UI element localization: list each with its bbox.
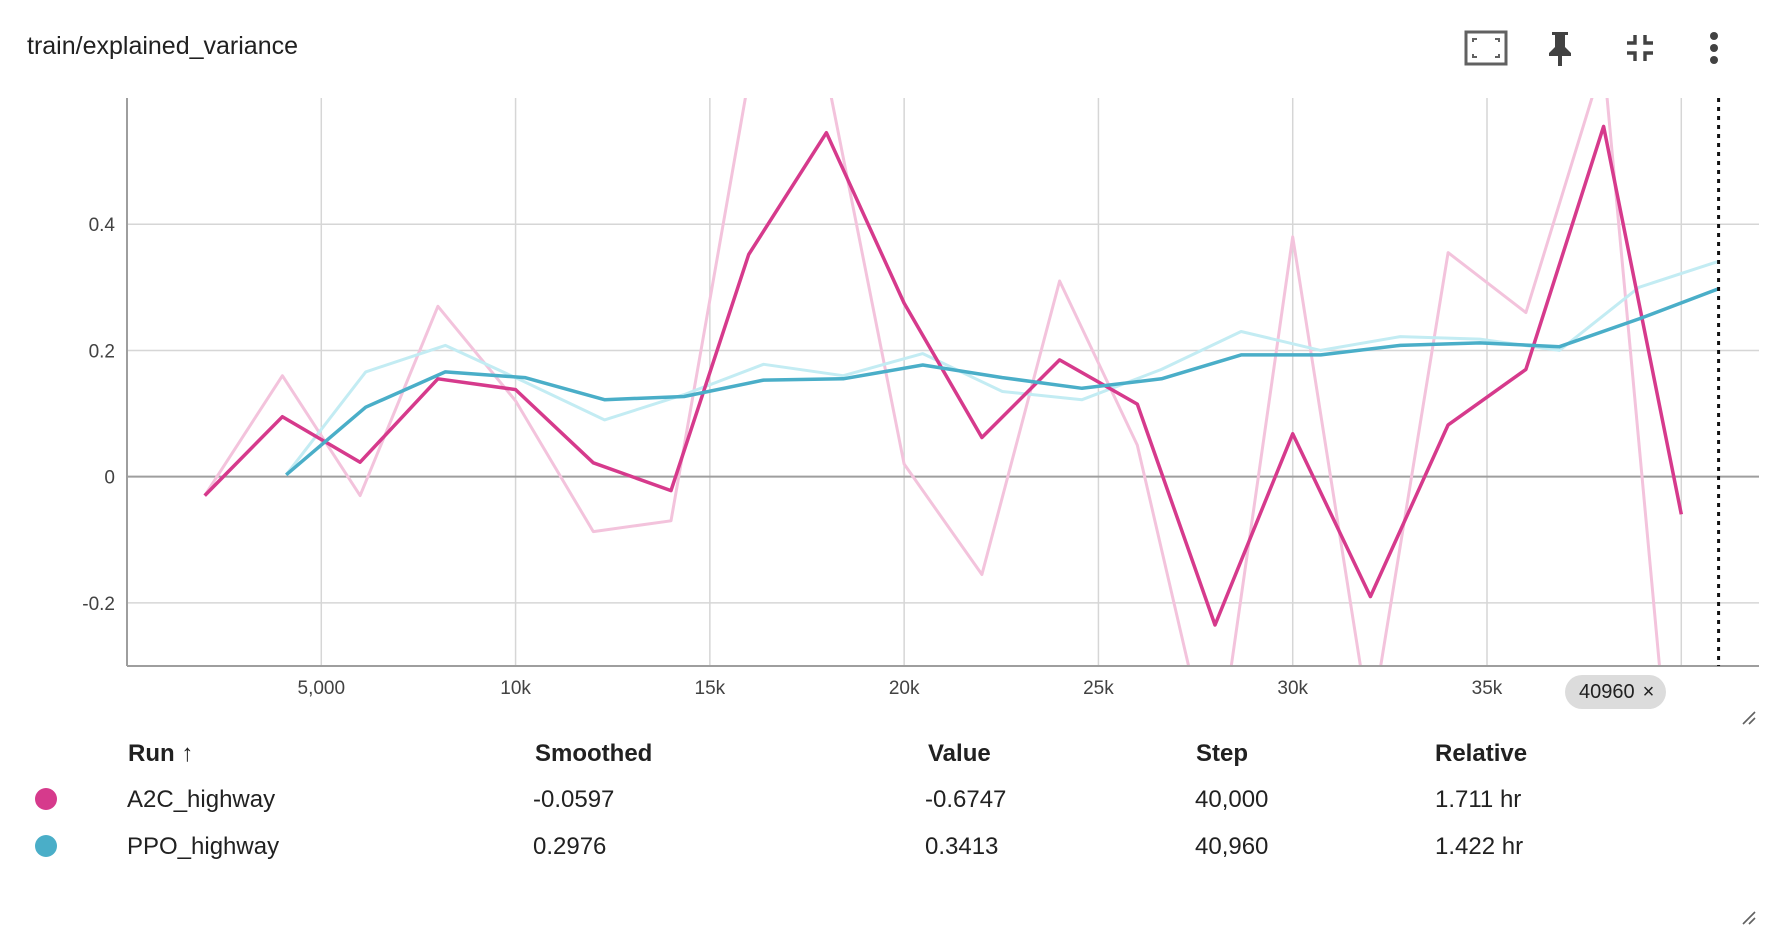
series-raw-line: [203, 98, 1661, 666]
x-tick-label: 15k: [695, 678, 726, 699]
table-row: PPO_highway 0.2976 0.3413 40,960 1.422 h…: [0, 823, 1782, 869]
smoothed-value: -0.0597: [533, 786, 615, 813]
header-relative[interactable]: Relative: [1435, 740, 1528, 767]
series-layer: [203, 98, 1720, 666]
run-name: A2C_highway: [127, 786, 276, 813]
run-color-dot: [35, 835, 57, 857]
header-value[interactable]: Value: [928, 740, 991, 767]
y-tick-label: -0.2: [82, 594, 115, 615]
y-tick-label: 0.2: [89, 341, 115, 362]
collapse-icon: [1627, 35, 1653, 61]
run-name: PPO_highway: [127, 833, 280, 860]
pin-button[interactable]: [1536, 26, 1584, 70]
header-step[interactable]: Step: [1196, 740, 1249, 767]
step-value: 40,960: [1195, 833, 1269, 860]
x-tick-label: 10k: [500, 678, 531, 699]
header-run[interactable]: Run ↑: [128, 740, 194, 767]
x-tick-label: 25k: [1083, 678, 1114, 699]
step-cursor-chip[interactable]: 40960 ×: [1565, 675, 1667, 709]
table-header: Run ↑ Smoothed Value Step Relative: [0, 734, 1782, 774]
resize-handle-icon[interactable]: [1741, 710, 1757, 726]
header-smoothed[interactable]: Smoothed: [535, 740, 653, 767]
step-value: 40,000: [1195, 786, 1269, 813]
resize-handle-icon[interactable]: [1741, 910, 1757, 926]
raw-value: -0.6747: [925, 786, 1007, 813]
table-row: A2C_highway -0.0597 -0.6747 40,000 1.711…: [0, 776, 1782, 822]
relative-time: 1.422 hr: [1435, 833, 1524, 860]
card-toolbar: [1462, 26, 1782, 70]
collapse-button[interactable]: [1616, 26, 1664, 70]
x-tick-label: 35k: [1472, 678, 1503, 699]
x-tick-label: 30k: [1277, 678, 1308, 699]
chart-title: train/explained_variance: [27, 32, 299, 60]
fit-screen-button[interactable]: [1462, 26, 1510, 70]
series-smoothed-line: [203, 124, 1684, 627]
y-tick-label: 0: [104, 468, 115, 489]
more-vert-icon: [1710, 32, 1718, 64]
run-color-dot: [35, 788, 57, 810]
more-menu-button[interactable]: [1690, 26, 1738, 70]
series-smoothed-line: [285, 287, 1720, 477]
relative-time: 1.711 hr: [1435, 786, 1522, 813]
pin-icon: [1549, 32, 1571, 66]
axes: 5,000 10k 15k 20k 25k 30k 35k -0.2 0 0.2 0.4: [82, 98, 1759, 699]
x-tick-label: 20k: [889, 678, 920, 699]
x-tick-label: 5,000: [298, 678, 346, 699]
y-tick-label: 0.4: [89, 215, 116, 236]
grid: [127, 98, 1759, 666]
smoothed-value: 0.2976: [533, 833, 607, 860]
close-icon[interactable]: ×: [1642, 680, 1655, 703]
raw-value: 0.3413: [925, 833, 999, 860]
step-cursor-label: 40960: [1579, 680, 1635, 703]
fit-screen-icon: [1464, 30, 1508, 66]
line-chart[interactable]: 5,000 10k 15k 20k 25k 30k 35k -0.2 0 0.2 0.4: [0, 88, 1782, 728]
series-raw-line: [285, 259, 1720, 476]
